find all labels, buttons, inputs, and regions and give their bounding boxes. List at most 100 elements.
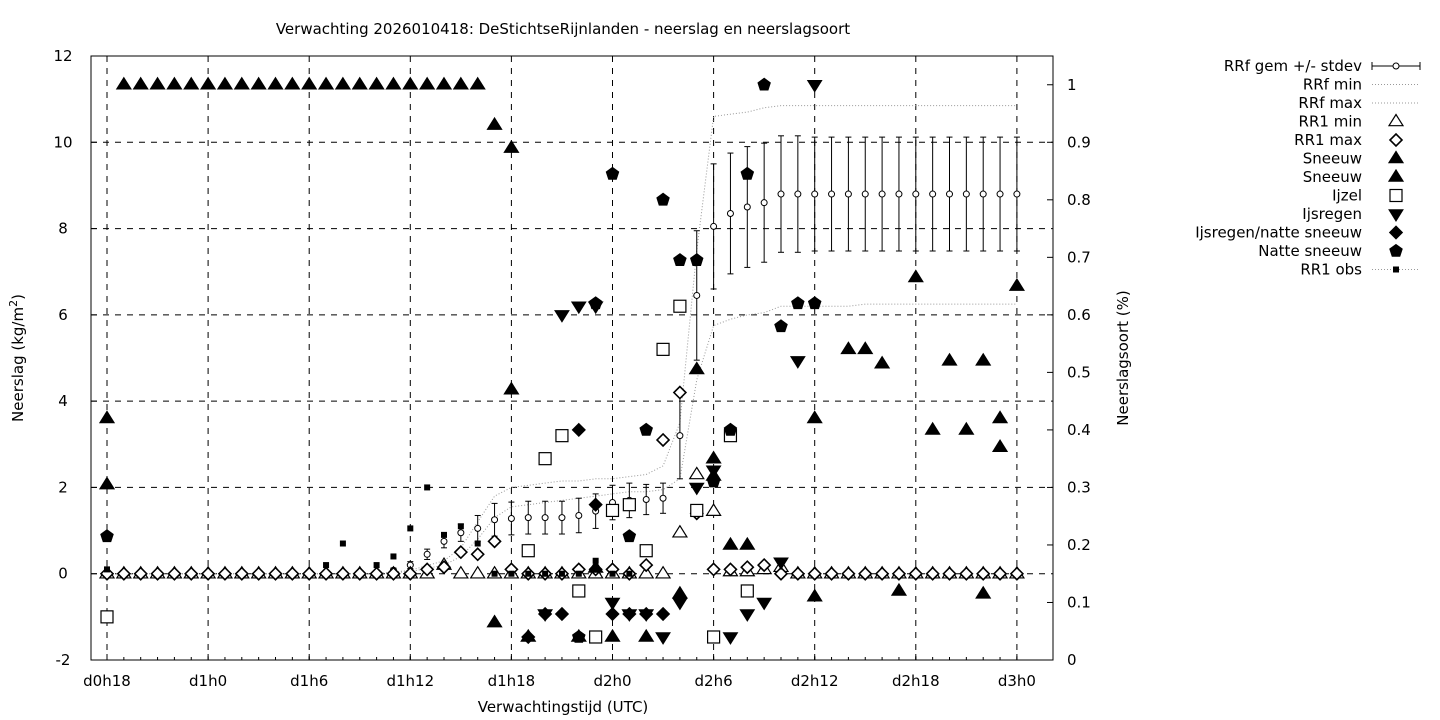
plot-frame xyxy=(90,55,1054,661)
x-tick-label: d1h0 xyxy=(189,672,227,690)
ijsregen-natte-sneeuw-point xyxy=(537,606,553,622)
rr1-max-point xyxy=(167,566,182,581)
y2-tick-label: 0.2 xyxy=(1067,536,1091,554)
legend-label: RR1 obs xyxy=(1300,261,1362,279)
natte-sneeuw-point xyxy=(673,253,687,266)
rr1-max-point xyxy=(925,566,940,581)
sneeuw-point xyxy=(671,585,688,599)
sneeuw-point xyxy=(98,476,116,490)
rr1-min-point xyxy=(688,466,705,480)
natte-sneeuw-point xyxy=(656,192,670,206)
rrf-mean-point xyxy=(524,514,532,522)
legend-label: Natte sneeuw xyxy=(1258,242,1362,260)
ijsregen-point xyxy=(655,632,671,645)
legend-label: Ijsregen/natte sneeuw xyxy=(1195,224,1362,242)
rrf-mean-point xyxy=(726,209,734,217)
legend-label: RR1 max xyxy=(1294,131,1362,149)
rr1-max-point xyxy=(672,385,688,400)
ijsregen-natte-sneeuw-point xyxy=(571,422,586,438)
sneeuw-point xyxy=(166,76,183,90)
y-axis-label-close: ) xyxy=(9,294,27,300)
rr1-obs-point xyxy=(508,570,515,577)
rr1-max-point xyxy=(841,566,856,581)
chart-title: Verwachting 2026010418: DeStichtseRijnla… xyxy=(276,20,850,38)
x-tick-label: d0h18 xyxy=(83,672,131,690)
rr1-max-point xyxy=(757,557,772,573)
ijsregen-point xyxy=(722,632,739,645)
legend-label: Sneeuw xyxy=(1303,150,1362,168)
sneeuw-point xyxy=(149,76,166,90)
rrf-mean-point xyxy=(491,516,499,524)
ijzel-point xyxy=(706,630,721,644)
sneeuw-point xyxy=(924,421,941,435)
rr1-max-point xyxy=(639,557,654,573)
rr1-max-point xyxy=(858,566,873,581)
rrf-mean-point xyxy=(996,190,1004,198)
rr1-obs-point xyxy=(609,570,616,577)
rr1-obs-point xyxy=(339,540,346,547)
rr1-max-point xyxy=(740,560,755,575)
sneeuw-point xyxy=(587,559,604,573)
ijzel-point xyxy=(589,630,603,644)
plot-area xyxy=(98,76,1025,645)
sneeuw-point xyxy=(132,76,149,90)
legend-obs-marker xyxy=(1393,266,1399,273)
sneeuw-point xyxy=(368,76,385,90)
natte-sneeuw-point xyxy=(791,296,805,310)
natte-sneeuw-point xyxy=(605,166,620,180)
rr1-min-point xyxy=(638,565,655,579)
sneeuw-point xyxy=(98,410,116,424)
sneeuw-point xyxy=(1008,277,1025,291)
ijzel-point xyxy=(521,544,535,558)
legend-ijzel-marker xyxy=(1389,188,1403,203)
y2-tick-label: 0.4 xyxy=(1067,421,1091,439)
rr1-max-point xyxy=(655,432,671,448)
rrf-mean-point xyxy=(558,514,566,522)
ijzel-point xyxy=(572,584,586,598)
sneeuw-point xyxy=(941,352,958,366)
rr1-max-point xyxy=(976,566,991,581)
rr1-obs-point xyxy=(525,570,532,577)
ijsregen-natte-sneeuw-point xyxy=(521,629,536,645)
sneeuw-point xyxy=(334,76,351,90)
rr1-max-point xyxy=(959,566,974,581)
sneeuw-point xyxy=(183,76,200,90)
sneeuw-point xyxy=(688,361,705,375)
sneeuw-point xyxy=(452,76,469,90)
rr1-max-point xyxy=(99,566,115,581)
natte-sneeuw-point xyxy=(757,77,771,91)
rr1-max-point xyxy=(706,562,721,577)
rr1-obs-point xyxy=(407,525,414,532)
rr1-max-point xyxy=(436,560,452,575)
sneeuw-point xyxy=(419,76,436,90)
ijzel-point xyxy=(740,584,754,598)
natte-sneeuw-point xyxy=(690,253,704,266)
rr1-max-point xyxy=(992,566,1008,581)
sneeuw-point xyxy=(317,76,335,90)
legend-label: RRf min xyxy=(1303,76,1362,94)
y-tick-label: 6 xyxy=(58,306,68,324)
rr1-obs-point xyxy=(626,570,633,577)
sneeuw-point xyxy=(284,76,301,90)
natte-sneeuw-point xyxy=(774,319,788,333)
ijsregen-point xyxy=(671,597,688,611)
sneeuw-point xyxy=(233,76,250,90)
y2-tick-label: 0.8 xyxy=(1067,191,1091,209)
rr1-max-point xyxy=(217,566,233,581)
legend-ijsregen-natte-sneeuw-marker xyxy=(1388,225,1404,240)
ijsregen-natte-sneeuw-point xyxy=(588,497,603,512)
sneeuw-point xyxy=(739,536,756,550)
x-axis-label: Verwachtingstijd (UTC) xyxy=(478,698,649,716)
sneeuw-point xyxy=(469,76,486,90)
sneeuw-point xyxy=(267,76,284,90)
ijzel-point xyxy=(100,610,114,624)
rr1-max-point xyxy=(891,566,907,581)
sneeuw-point xyxy=(200,76,217,90)
rr1-max-point xyxy=(403,566,418,581)
sneeuw-point xyxy=(857,341,874,355)
sneeuw-point xyxy=(301,76,318,90)
rr1-min-point xyxy=(654,565,672,579)
ijzel-point xyxy=(622,498,636,512)
ijsregen-natte-sneeuw-point xyxy=(605,606,620,622)
